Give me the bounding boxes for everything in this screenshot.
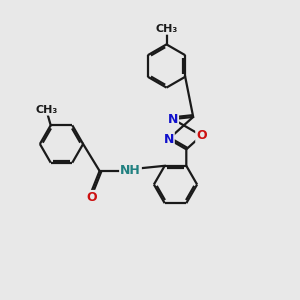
Text: NH: NH — [120, 164, 141, 178]
Text: CH₃: CH₃ — [155, 24, 178, 34]
Text: CH₃: CH₃ — [36, 105, 58, 115]
Text: O: O — [196, 129, 207, 142]
Text: O: O — [86, 191, 97, 204]
Text: N: N — [168, 112, 178, 126]
Text: N: N — [164, 133, 174, 146]
